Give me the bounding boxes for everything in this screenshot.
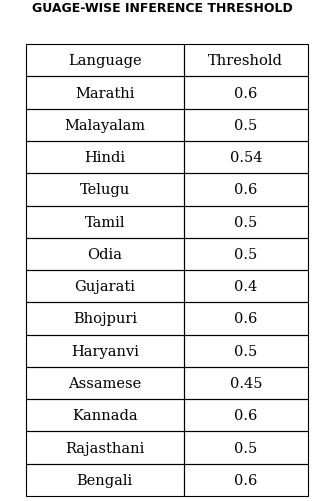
Text: GUAGE-WISE INFERENCE THRESHOLD: GUAGE-WISE INFERENCE THRESHOLD bbox=[32, 2, 292, 15]
Text: 0.6: 0.6 bbox=[234, 312, 258, 326]
Text: Marathi: Marathi bbox=[75, 86, 134, 100]
Text: Bhojpuri: Bhojpuri bbox=[73, 312, 137, 326]
Text: Hindi: Hindi bbox=[84, 151, 125, 165]
Text: 0.5: 0.5 bbox=[234, 344, 257, 358]
Text: Gujarati: Gujarati bbox=[74, 280, 135, 294]
Text: 0.54: 0.54 bbox=[229, 151, 262, 165]
Text: Malayalam: Malayalam bbox=[64, 119, 145, 133]
Text: Rajasthani: Rajasthani bbox=[65, 441, 145, 455]
Text: Kannada: Kannada bbox=[72, 408, 138, 422]
Text: 0.5: 0.5 bbox=[234, 441, 257, 455]
Text: Haryanvi: Haryanvi bbox=[71, 344, 139, 358]
Text: Threshold: Threshold bbox=[208, 54, 283, 68]
Text: 0.4: 0.4 bbox=[234, 280, 257, 294]
Text: 0.6: 0.6 bbox=[234, 183, 258, 197]
Text: 0.5: 0.5 bbox=[234, 247, 257, 262]
Text: Odia: Odia bbox=[87, 247, 122, 262]
Text: Assamese: Assamese bbox=[68, 376, 142, 390]
Text: Bengali: Bengali bbox=[77, 473, 133, 487]
Text: 0.5: 0.5 bbox=[234, 119, 257, 133]
Text: 0.5: 0.5 bbox=[234, 215, 257, 229]
Text: Language: Language bbox=[68, 54, 142, 68]
Text: Telugu: Telugu bbox=[80, 183, 130, 197]
Text: 0.6: 0.6 bbox=[234, 473, 258, 487]
Text: 0.6: 0.6 bbox=[234, 86, 258, 100]
Text: 0.6: 0.6 bbox=[234, 408, 258, 422]
Text: 0.45: 0.45 bbox=[229, 376, 262, 390]
Text: Tamil: Tamil bbox=[85, 215, 125, 229]
